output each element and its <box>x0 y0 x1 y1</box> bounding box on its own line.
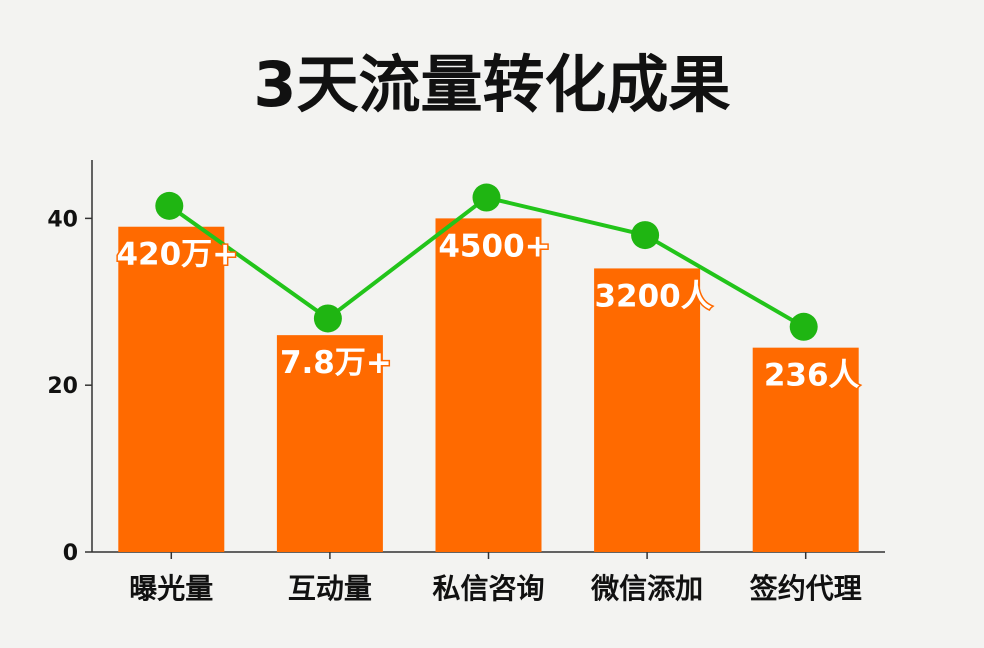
x-tick-label: 微信添加 <box>590 572 703 605</box>
x-tick-label: 签约代理 <box>750 572 862 605</box>
bar <box>752 347 859 552</box>
axes: 0 20 40 曝光量 互动量 私信咨询 微信添加 签约代理 <box>47 160 885 605</box>
bar <box>276 335 383 552</box>
bars <box>118 218 859 553</box>
line-point <box>313 304 342 333</box>
line-point <box>631 221 660 250</box>
x-tick-label: 私信咨询 <box>432 572 544 605</box>
data-label: 3200人 <box>594 278 711 314</box>
data-label: 420万+ <box>116 237 238 273</box>
y-tick-label: 0 <box>63 541 78 566</box>
bar <box>594 268 701 552</box>
data-label: 7.8万+ <box>280 345 392 381</box>
line-point <box>155 191 184 220</box>
y-tick-label: 40 <box>47 207 78 232</box>
line-point <box>789 312 818 341</box>
data-label: 4500+ <box>438 228 550 264</box>
bar <box>118 226 225 553</box>
line-point <box>472 183 501 212</box>
data-label: 236人 <box>764 358 860 394</box>
chart-title: 3天流量转化成果 <box>253 48 730 121</box>
y-tick-label: 20 <box>47 374 78 399</box>
data-labels: 420万+ 7.8万+ 4500+ 3200人 236人 <box>115 227 861 395</box>
x-tick-label: 曝光量 <box>129 572 213 605</box>
bar <box>435 218 542 552</box>
line-series <box>155 183 818 341</box>
x-tick-label: 互动量 <box>288 572 372 605</box>
